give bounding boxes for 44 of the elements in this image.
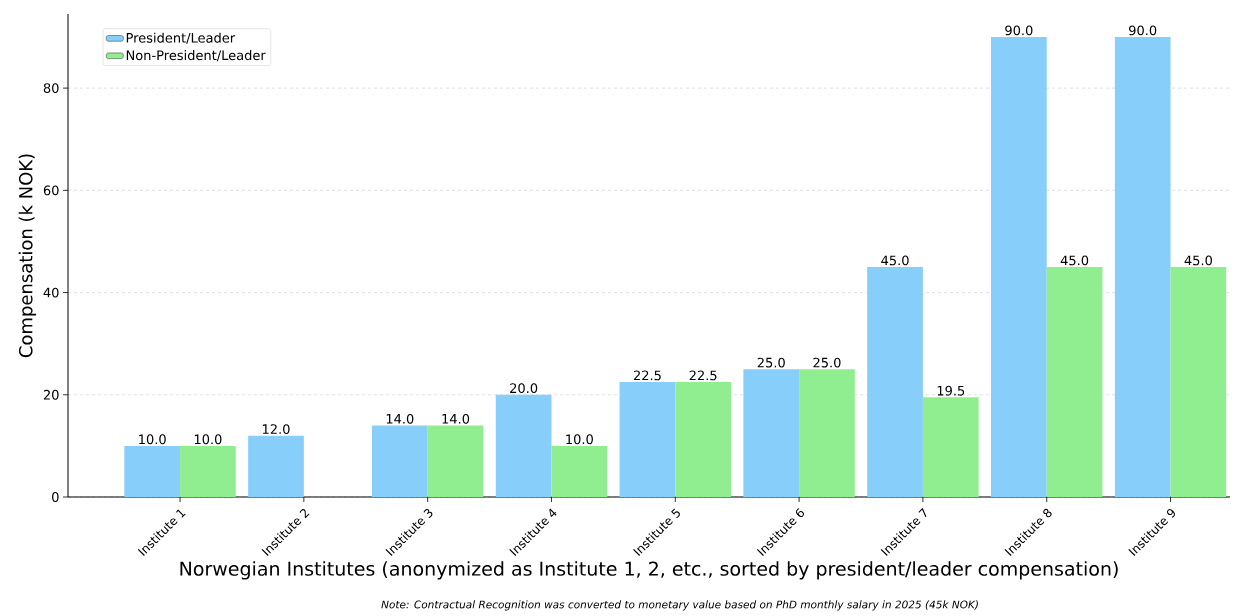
- data-label: 22.5: [689, 370, 717, 381]
- y-tick-label: 80: [43, 83, 59, 94]
- legend-label: President/Leader: [126, 32, 236, 44]
- text: Note: Contractual Recognition was converted to monetary value based on PhD monthly salary in 2025 (45k NOK): [381, 600, 978, 611]
- bar: [1046, 267, 1103, 497]
- y-axis-title: Compensation (k NOK): [18, 154, 37, 358]
- bar: [495, 394, 552, 497]
- data-label: 14.0: [442, 413, 470, 424]
- data-label: 20.0: [510, 383, 538, 394]
- bar: [991, 37, 1047, 497]
- bar: [180, 445, 236, 497]
- data-label: 12.0: [262, 424, 290, 434]
- bar: [743, 369, 800, 497]
- y-tick-label: 0: [52, 492, 59, 502]
- bar: [427, 425, 484, 497]
- y-tick-label: 60: [43, 185, 59, 196]
- y-tick-label: 20: [43, 389, 59, 400]
- bar: [922, 397, 979, 497]
- data-label: 45.0: [1060, 255, 1089, 266]
- bar: [799, 369, 855, 497]
- data-label: 10.0: [139, 434, 166, 445]
- data-label: 25.0: [757, 357, 785, 368]
- data-label: 14.0: [386, 413, 414, 424]
- x-axis-title: Norwegian Institutes (anonymized as Institute 1, 2, etc., sorted by president/leader compensation): [180, 561, 1118, 580]
- data-label: 90.0: [1005, 25, 1033, 36]
- bar: [551, 445, 608, 497]
- bar: [1114, 37, 1171, 497]
- legend-label: Non-President/Leader: [126, 50, 266, 62]
- bar: [248, 435, 304, 497]
- bar: [371, 425, 428, 497]
- data-label: 25.0: [813, 357, 841, 368]
- data-label: 10.0: [194, 434, 222, 445]
- bar: [1170, 267, 1227, 497]
- y-tick-label: 40: [43, 287, 59, 298]
- data-label: 10.0: [566, 434, 593, 445]
- data-label: 19.5: [937, 385, 965, 396]
- bar: [867, 267, 923, 497]
- bar: [675, 382, 732, 497]
- data-label: 45.0: [881, 255, 909, 266]
- data-label: 22.5: [633, 370, 661, 381]
- bar: [124, 445, 181, 497]
- bar: [619, 382, 676, 497]
- data-label: 90.0: [1129, 25, 1157, 36]
- data-label: 45.0: [1184, 255, 1212, 266]
